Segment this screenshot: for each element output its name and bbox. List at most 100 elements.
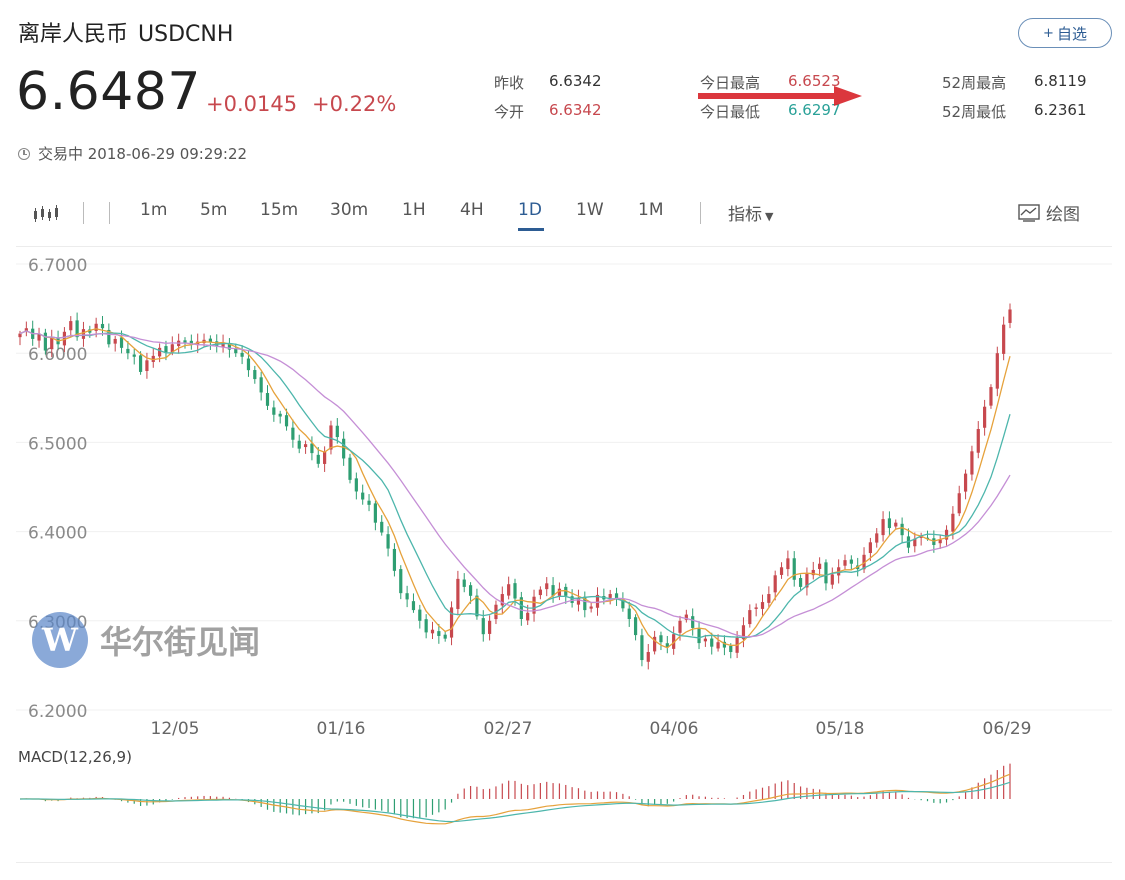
candle-body: [208, 338, 212, 343]
y-tick-label: 6.7000: [28, 256, 87, 276]
candle-body: [824, 562, 828, 584]
indicators-label: 指标: [728, 205, 762, 225]
candle-body: [748, 610, 752, 625]
candle-body: [189, 340, 193, 345]
candle-body: [773, 575, 777, 593]
x-tick-label: 12/05: [151, 719, 200, 739]
candle-body: [158, 347, 162, 357]
macd-label: MACD(12,26,9): [18, 748, 132, 766]
interval-30m[interactable]: 30m: [330, 200, 369, 220]
candle-body: [678, 620, 682, 633]
candle-body: [983, 406, 987, 428]
candle-body: [919, 536, 923, 538]
candle-body: [792, 558, 796, 580]
candle-body: [183, 340, 187, 343]
prev-close-label: 昨收: [494, 74, 525, 92]
candle-body: [507, 584, 511, 596]
instrument-title: 离岸人民币 USDCNH: [18, 16, 233, 48]
x-tick-label: 04/06: [650, 719, 699, 739]
candle-body: [862, 554, 866, 570]
candle-body: [627, 608, 631, 620]
x-tick-label: 01/16: [317, 719, 366, 739]
candle-body: [138, 355, 143, 372]
candle-body: [323, 451, 327, 464]
toolbar-divider: [700, 202, 701, 224]
x-tick-label: 05/18: [816, 719, 865, 739]
indicators-dropdown[interactable]: 指标 ▼: [728, 200, 773, 225]
candle-body: [545, 583, 549, 590]
trading-status-text: 交易中 2018-06-29 09:29:22: [38, 145, 248, 163]
price-change: +0.0145: [206, 92, 298, 116]
watermark: W 华尔街见闻: [32, 612, 260, 668]
interval-1m[interactable]: 1m: [140, 200, 168, 220]
candle-body: [672, 634, 676, 649]
candle-body: [608, 594, 612, 598]
candle-body: [659, 635, 663, 643]
candle-body: [69, 321, 73, 331]
candle-body: [24, 328, 28, 332]
candle-body: [786, 558, 790, 570]
candle-body: [468, 585, 473, 596]
candle-body: [50, 337, 54, 350]
candle-body: [557, 588, 562, 596]
candle-body: [164, 346, 168, 353]
candle-body: [303, 444, 308, 448]
candle-body: [94, 323, 98, 331]
candle-body: [392, 548, 397, 571]
candle-body: [113, 338, 117, 344]
candle-body: [957, 493, 961, 514]
candlestick-series: [18, 303, 1012, 670]
candle-body: [386, 534, 390, 549]
day-low-value: 6.6297: [788, 101, 841, 119]
candle-body: [399, 569, 403, 594]
candle-body: [265, 393, 270, 406]
candle-body: [894, 522, 898, 527]
candle-body: [405, 593, 409, 600]
candle-body: [126, 348, 130, 354]
candle-body: [970, 451, 974, 475]
candle-body: [868, 542, 872, 554]
candle-body: [640, 635, 644, 661]
chevron-down-icon: ▼: [765, 210, 774, 223]
interval-15m[interactable]: 15m: [260, 200, 299, 220]
open-label: 今开: [494, 103, 525, 121]
clock-icon: [18, 147, 30, 160]
candle-body: [843, 560, 847, 566]
toolbar-divider: [83, 202, 84, 224]
week52-high-value: 6.8119: [1034, 72, 1087, 90]
watermark-logo: W: [32, 612, 88, 668]
x-tick-label: 02/27: [484, 719, 533, 739]
interval-1w[interactable]: 1W: [576, 200, 604, 220]
candle-body: [316, 454, 320, 464]
interval-1d[interactable]: 1D: [518, 200, 542, 220]
draw-chart-icon: [1018, 203, 1040, 222]
draw-button[interactable]: 绘图: [1018, 200, 1080, 225]
interval-4h[interactable]: 4H: [460, 200, 484, 220]
open-value: 6.6342: [549, 101, 602, 119]
chart-bottom-border: [16, 862, 1112, 863]
interval-1mo[interactable]: 1M: [638, 200, 664, 220]
trading-status: 交易中 2018-06-29 09:29:22: [18, 143, 247, 164]
interval-1h[interactable]: 1H: [402, 200, 426, 220]
add-watchlist-button[interactable]: + 自选: [1018, 18, 1112, 48]
candle-body: [963, 473, 968, 492]
candlestick-type-icon[interactable]: [32, 204, 62, 224]
candle-body: [462, 579, 466, 587]
draw-label: 绘图: [1046, 205, 1080, 225]
x-tick-label: 06/29: [983, 719, 1032, 739]
candle-body: [335, 425, 339, 438]
candle-body: [779, 567, 784, 575]
candle-body: [684, 614, 688, 620]
candle-body: [754, 607, 758, 609]
instrument-name: 离岸人民币: [18, 22, 129, 47]
candle-body: [760, 602, 765, 609]
candle-body: [310, 443, 314, 454]
x-axis-labels: 12/05 01/16 02/27 04/06 05/18 06/29: [151, 719, 1032, 739]
interval-5m[interactable]: 5m: [200, 200, 228, 220]
candle-body: [272, 407, 276, 415]
candle-body: [119, 337, 124, 348]
week52-high-label: 52周最高: [942, 74, 1007, 92]
candle-body: [665, 643, 669, 648]
candle-body: [925, 537, 930, 539]
